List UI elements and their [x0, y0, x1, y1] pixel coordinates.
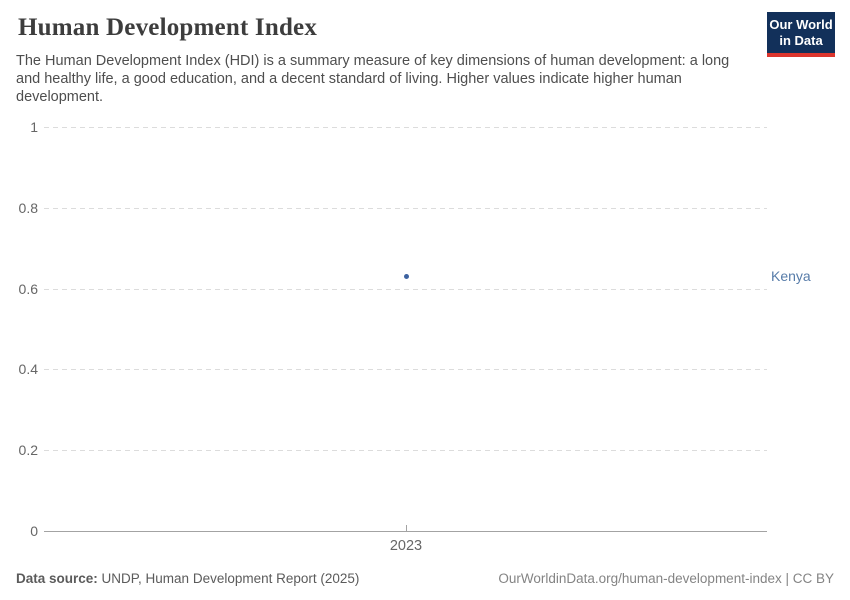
y-tick-label: 0.8: [18, 200, 38, 216]
attribution-link[interactable]: OurWorldinData.org/human-development-ind…: [498, 571, 834, 586]
data-source-label: Data source:: [16, 571, 98, 586]
gridline: [44, 289, 767, 290]
gridline: [44, 369, 767, 370]
x-tick-mark: [406, 525, 407, 531]
gridline: [44, 208, 767, 209]
data-source-note: Data source: UNDP, Human Development Rep…: [16, 571, 359, 586]
y-tick-label: 0.2: [18, 442, 38, 458]
data-point-kenya[interactable]: [404, 274, 409, 279]
gridline: [44, 127, 767, 128]
page-title: Human Development Index: [18, 14, 318, 41]
y-tick-label: 0: [30, 523, 38, 539]
owid-logo-line2: in Data: [779, 33, 823, 48]
chart-subtitle: The Human Development Index (HDI) is a s…: [16, 53, 730, 105]
chart-footer: Data source: UNDP, Human Development Rep…: [16, 571, 834, 586]
y-tick-label: 0.6: [18, 281, 38, 297]
y-tick-label: 1: [30, 119, 38, 135]
data-source-value: UNDP, Human Development Report (2025): [97, 571, 360, 586]
entity-label-kenya[interactable]: Kenya: [771, 268, 811, 284]
owid-logo[interactable]: Our World in Data: [767, 12, 835, 57]
owid-logo-line1: Our World: [769, 17, 833, 32]
gridline: [44, 450, 767, 451]
x-tick-label: 2023: [389, 538, 423, 554]
x-axis-line: [44, 531, 767, 532]
y-tick-label: 0.4: [18, 361, 38, 377]
